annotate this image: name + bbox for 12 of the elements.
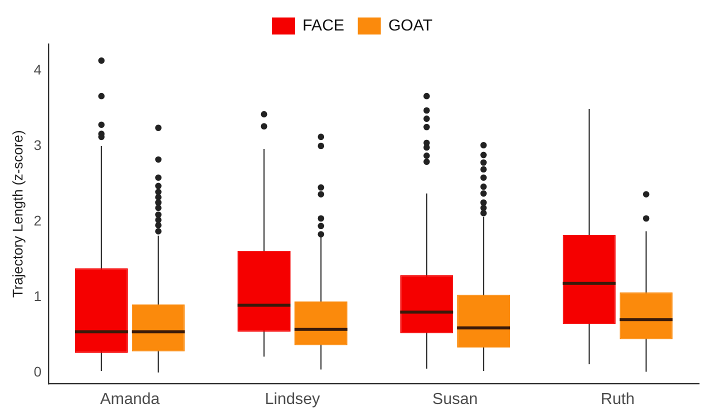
y-tick-label: 0 bbox=[34, 363, 42, 380]
y-tick-label: 1 bbox=[34, 288, 42, 304]
x-tick-label: Lindsey bbox=[264, 390, 320, 408]
legend-label: FACE bbox=[302, 17, 344, 34]
y-tick-label: 3 bbox=[34, 136, 42, 153]
y-axis-title: Trajectory Length (z-score) bbox=[9, 130, 26, 298]
y-tick-label: 2 bbox=[34, 212, 42, 228]
x-tick-label: Ruth bbox=[600, 390, 635, 408]
x-tick-label: Susan bbox=[432, 390, 478, 408]
y-tick-label: 4 bbox=[34, 61, 42, 78]
legend-label: GOAT bbox=[388, 17, 433, 34]
x-tick-label: Amanda bbox=[100, 390, 160, 408]
